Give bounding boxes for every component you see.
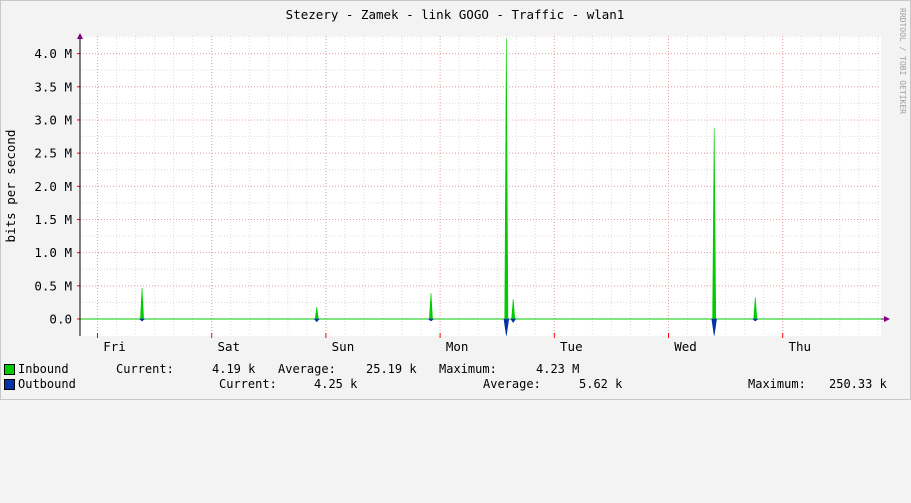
y-tick-label: 0.5 M	[34, 278, 72, 293]
outbound-swatch	[4, 379, 15, 390]
y-tick-label: 0.0	[49, 312, 72, 327]
x-tick-label: Mon	[446, 339, 469, 354]
outbound-name: Outbound	[18, 377, 76, 391]
x-tick-label: Sat	[217, 339, 240, 354]
outbound-maximum-value: 250.33 k	[829, 377, 887, 391]
legend-outbound-row: Outbound Current: 4.25 k Average: 5.62 k…	[4, 377, 887, 392]
chart-title: Stezery - Zamek - link GOGO - Traffic - …	[286, 7, 625, 22]
traffic-chart: Stezery - Zamek - link GOGO - Traffic - …	[3, 7, 907, 354]
rrdtool-watermark: RRDTOOL / TOBI OETIKER	[898, 8, 907, 114]
outbound-spike	[503, 318, 510, 336]
y-axis-label: bits per second	[3, 130, 18, 243]
inbound-swatch	[4, 364, 15, 375]
y-tick-label: 1.5 M	[34, 212, 72, 227]
x-tick-label: Sun	[332, 339, 355, 354]
outbound-spike	[711, 318, 717, 336]
x-tick-label: Tue	[560, 339, 583, 354]
legend-inbound-row: Inbound Current: 4.19 k Average: 25.19 k…	[4, 362, 579, 377]
x-tick-label: Fri	[103, 339, 126, 354]
outbound-spike	[313, 318, 320, 323]
outbound-average-label: Average:	[483, 377, 541, 391]
outbound-spike	[427, 318, 435, 322]
x-tick-label: Thu	[788, 339, 811, 354]
outbound-spike	[138, 318, 146, 322]
inbound-name: Inbound	[18, 362, 69, 376]
plot-area: 0.0 0.5 M 1.0 M 1.5 M 2.0 M 2.5 M 3.0 M 3.5 M 4.…	[34, 33, 890, 354]
x-axis-arrow	[884, 316, 890, 322]
y-axis-arrow	[77, 33, 83, 39]
y-tick-label: 3.5 M	[34, 79, 72, 94]
inbound-average-value: 25.19 k	[366, 362, 417, 376]
outbound-current-label: Current:	[219, 377, 277, 391]
x-tick-label: Wed	[674, 339, 697, 354]
outbound-average-value: 5.62 k	[579, 377, 623, 391]
y-tick-label: 3.0 M	[34, 112, 72, 127]
y-tick-label: 4.0 M	[34, 46, 72, 61]
inbound-maximum-value: 4.23 M	[536, 362, 580, 376]
outbound-spike	[752, 318, 759, 322]
outbound-current-value: 4.25 k	[314, 377, 358, 391]
plot-background	[80, 36, 881, 336]
y-tick-label: 2.5 M	[34, 146, 72, 161]
inbound-average-label: Average:	[278, 362, 336, 376]
outbound-spike	[510, 318, 517, 323]
inbound-maximum-label: Maximum:	[439, 362, 497, 376]
y-tick-label: 1.0 M	[34, 245, 72, 260]
y-tick-label: 2.0 M	[34, 179, 72, 194]
inbound-current-label: Current:	[116, 362, 174, 376]
inbound-current-value: 4.19 k	[212, 362, 256, 376]
outbound-maximum-label: Maximum:	[748, 377, 806, 391]
